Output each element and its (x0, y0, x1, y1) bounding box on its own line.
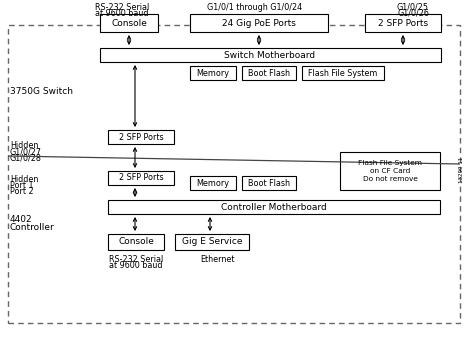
Bar (108, 130, 174, 144)
Text: Flash File System: Flash File System (308, 69, 378, 77)
Text: G1/0/28: G1/0/28 (10, 153, 42, 163)
Bar (100, 48, 441, 62)
Text: Boot Flash: Boot Flash (248, 69, 290, 77)
Text: 2 SFP Ports: 2 SFP Ports (118, 132, 164, 142)
Text: G1/0/26: G1/0/26 (397, 9, 429, 18)
Bar (175, 234, 249, 250)
Text: Flash File System
on CF Card
Do not remove: Flash File System on CF Card Do not remo… (358, 160, 422, 182)
Bar (190, 66, 236, 80)
Text: Controller Motherboard: Controller Motherboard (221, 202, 327, 212)
Text: 3750G Switch: 3750G Switch (10, 87, 73, 96)
Bar (365, 14, 441, 32)
Text: Memory: Memory (197, 69, 229, 77)
Text: G1/0/25: G1/0/25 (397, 3, 429, 12)
Text: 13299 11: 13299 11 (459, 157, 465, 183)
Text: G1/0/27: G1/0/27 (10, 147, 42, 156)
Text: Boot Flash: Boot Flash (248, 178, 290, 188)
Text: G1/0/1 through G1/0/24: G1/0/1 through G1/0/24 (208, 3, 302, 12)
Bar (108, 200, 440, 214)
Bar (242, 66, 296, 80)
Bar (302, 66, 384, 80)
Text: 2 SFP Ports: 2 SFP Ports (118, 173, 164, 183)
Text: Ethernet: Ethernet (201, 255, 235, 264)
Text: Console: Console (111, 19, 147, 27)
Text: Hidden: Hidden (10, 142, 38, 150)
Bar (190, 14, 328, 32)
Text: Port 1: Port 1 (10, 182, 34, 191)
Text: Hidden: Hidden (10, 175, 38, 185)
Text: 24 Gig PoE Ports: 24 Gig PoE Ports (222, 19, 296, 27)
Bar (108, 234, 164, 250)
Text: at 9600 baud: at 9600 baud (109, 261, 163, 270)
Bar (340, 152, 440, 190)
Text: Switch Motherboard: Switch Motherboard (224, 50, 316, 59)
Bar (8, 25, 460, 323)
Bar (190, 176, 236, 190)
Bar (108, 171, 174, 185)
Bar (100, 14, 158, 32)
Text: Controller: Controller (10, 223, 55, 233)
Text: Console: Console (118, 238, 154, 246)
Text: RS-232 Serial: RS-232 Serial (95, 3, 149, 12)
Text: Port 2: Port 2 (10, 188, 34, 196)
Text: Gig E Service: Gig E Service (182, 238, 242, 246)
Text: at 9600 baud: at 9600 baud (95, 9, 149, 18)
Text: Memory: Memory (197, 178, 229, 188)
Text: RS-232 Serial: RS-232 Serial (109, 255, 163, 264)
Text: 2 SFP Ports: 2 SFP Ports (378, 19, 428, 27)
Text: 4402: 4402 (10, 216, 33, 224)
Bar (242, 176, 296, 190)
